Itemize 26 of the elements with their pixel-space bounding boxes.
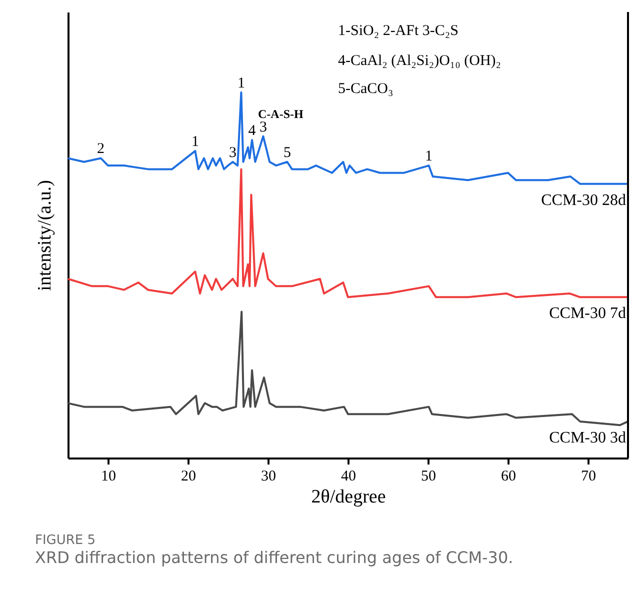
annotation: 1 xyxy=(191,134,199,150)
text: XRD diffraction patterns of different curing ages of CCM-30. xyxy=(35,548,514,567)
x-tick-label: 10 xyxy=(101,468,116,484)
annotation: 2 xyxy=(97,141,105,158)
series-label: CCM-30 7d xyxy=(549,305,626,322)
x-axis-title: 2θ/degree xyxy=(311,486,386,508)
series-label: CCM-30 28d xyxy=(541,192,626,209)
x-tick-label: 70 xyxy=(581,468,596,484)
x-tick-label: 30 xyxy=(261,468,276,484)
x-tick-label: 60 xyxy=(501,468,516,484)
annotation: 5-CaCO₃ xyxy=(338,81,394,97)
x-tick-label: 40 xyxy=(341,468,356,484)
x-tick-label: 20 xyxy=(181,468,196,484)
annotation: 3 xyxy=(259,119,267,136)
x-tick-label: 50 xyxy=(421,468,436,484)
annotation: 1 xyxy=(237,75,245,92)
annotation: 1 xyxy=(425,148,433,165)
annotation: 3 xyxy=(229,144,237,161)
text: 1-SiO₂ 2-AFt 3-C₂S xyxy=(338,23,458,39)
text: 4-CaAl₂ (Al₂Si₂)O₁₀ (OH)₂ xyxy=(338,53,502,69)
annotation: C-A-S-H xyxy=(258,107,304,121)
annotation: 5 xyxy=(283,144,291,161)
series-label: CCM-30 3d xyxy=(549,429,626,446)
y-axis-title: intensity/(a.u.) xyxy=(34,180,56,291)
text: FIGURE 5 xyxy=(35,533,96,548)
annotation: 4 xyxy=(248,122,256,139)
